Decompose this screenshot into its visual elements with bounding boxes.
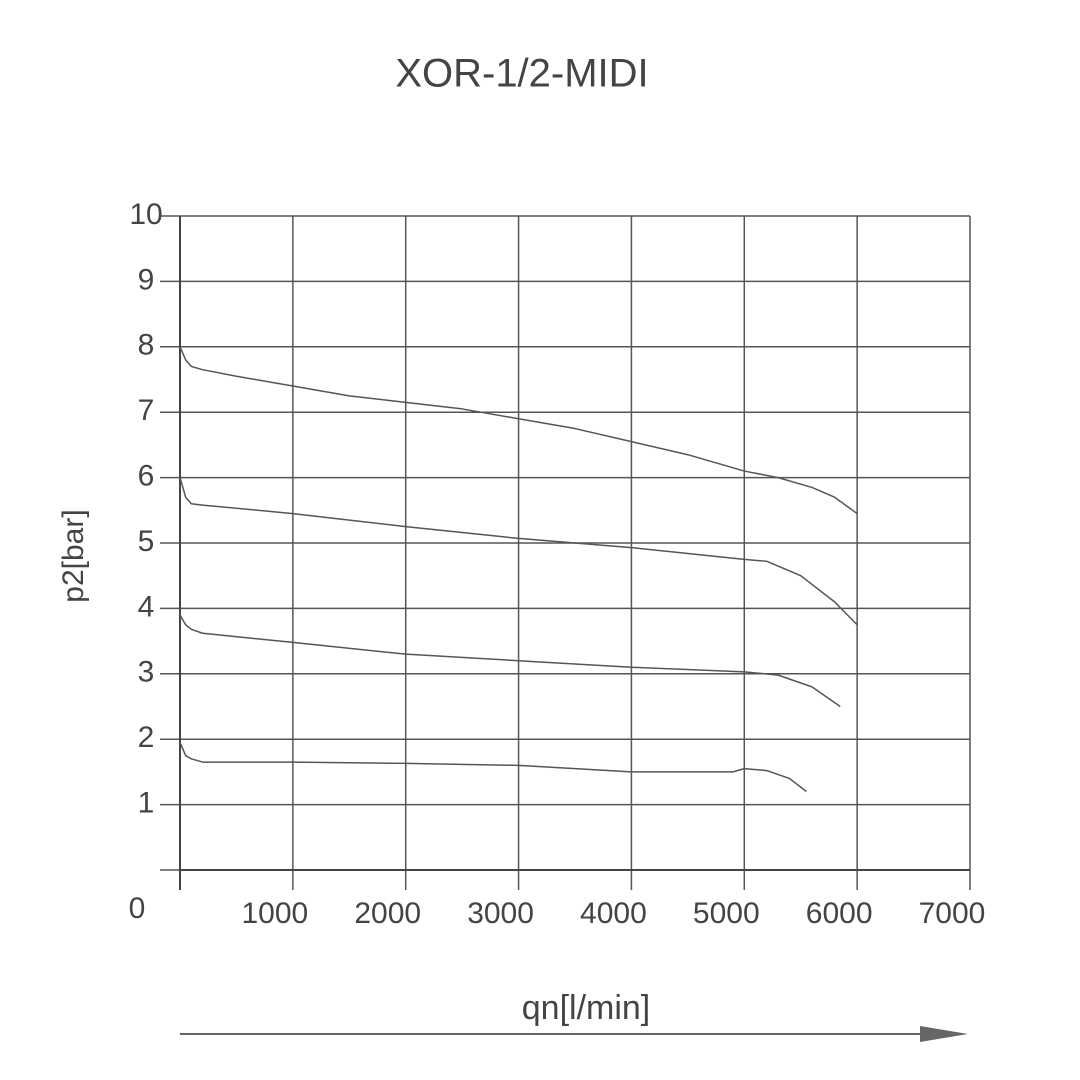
x-tick-label: 4000: [580, 897, 647, 930]
y-tick-label: 2: [138, 721, 155, 754]
line-series: [179, 477, 858, 626]
chart-title: XOR-1/2-MIDI: [395, 52, 648, 96]
x-tick-label: 7000: [919, 897, 986, 930]
y-tick-label: 0: [129, 892, 146, 925]
y-tick-label: 1: [138, 787, 155, 820]
x-axis-label: qn[l/min]: [522, 989, 651, 1027]
y-tick-label: 10: [129, 198, 162, 231]
y-tick-label: 3: [138, 656, 155, 689]
line-series: [179, 742, 807, 793]
x-tick-label: 5000: [693, 897, 760, 930]
y-tick-label: 5: [138, 525, 155, 558]
line-series: [179, 614, 841, 708]
x-tick-label: 3000: [467, 897, 534, 930]
y-tick-label: 4: [138, 590, 155, 623]
y-tick-label: 8: [138, 329, 155, 362]
x-tick-label: 1000: [241, 897, 308, 930]
y-tick-label: 6: [138, 460, 155, 493]
x-tick-label: 2000: [354, 897, 421, 930]
y-tick-label: 7: [138, 394, 155, 427]
line-series: [179, 346, 858, 515]
x-tick-label: 6000: [806, 897, 873, 930]
arrow-head: [920, 1026, 968, 1042]
y-tick-label: 9: [138, 263, 155, 296]
y-axis-label: p2[bar]: [57, 509, 90, 602]
